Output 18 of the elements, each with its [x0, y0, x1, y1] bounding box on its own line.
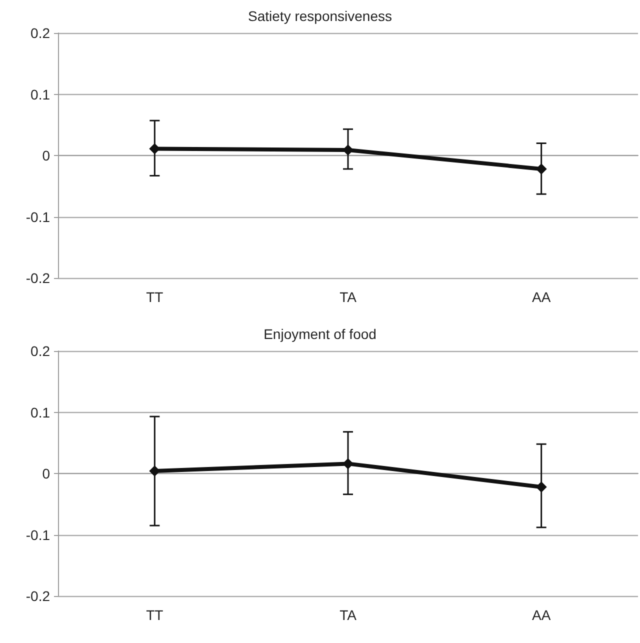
y-tick-label: -0.2: [26, 270, 50, 286]
y-tick-label: 0.2: [30, 343, 50, 359]
y-tick-label: -0.1: [26, 208, 50, 225]
y-tick-label: 0.2: [30, 25, 50, 41]
x-tick-label: AA: [532, 607, 552, 623]
chart-title: Enjoyment of food: [264, 326, 376, 342]
y-tick-label: 0: [42, 148, 50, 164]
x-tick-label: AA: [532, 289, 552, 305]
chart-title: Satiety responsiveness: [248, 8, 392, 24]
x-tick-label: TT: [146, 289, 164, 305]
x-tick-label: TA: [340, 289, 358, 305]
x-tick-label: TA: [340, 607, 358, 623]
y-tick-label: -0.2: [26, 588, 50, 604]
y-tick-label: 0.1: [30, 86, 50, 102]
y-tick-label: 0.1: [30, 404, 50, 420]
y-tick-label: -0.1: [26, 526, 50, 543]
y-tick-label: 0: [42, 466, 50, 482]
x-tick-label: TT: [146, 607, 164, 623]
